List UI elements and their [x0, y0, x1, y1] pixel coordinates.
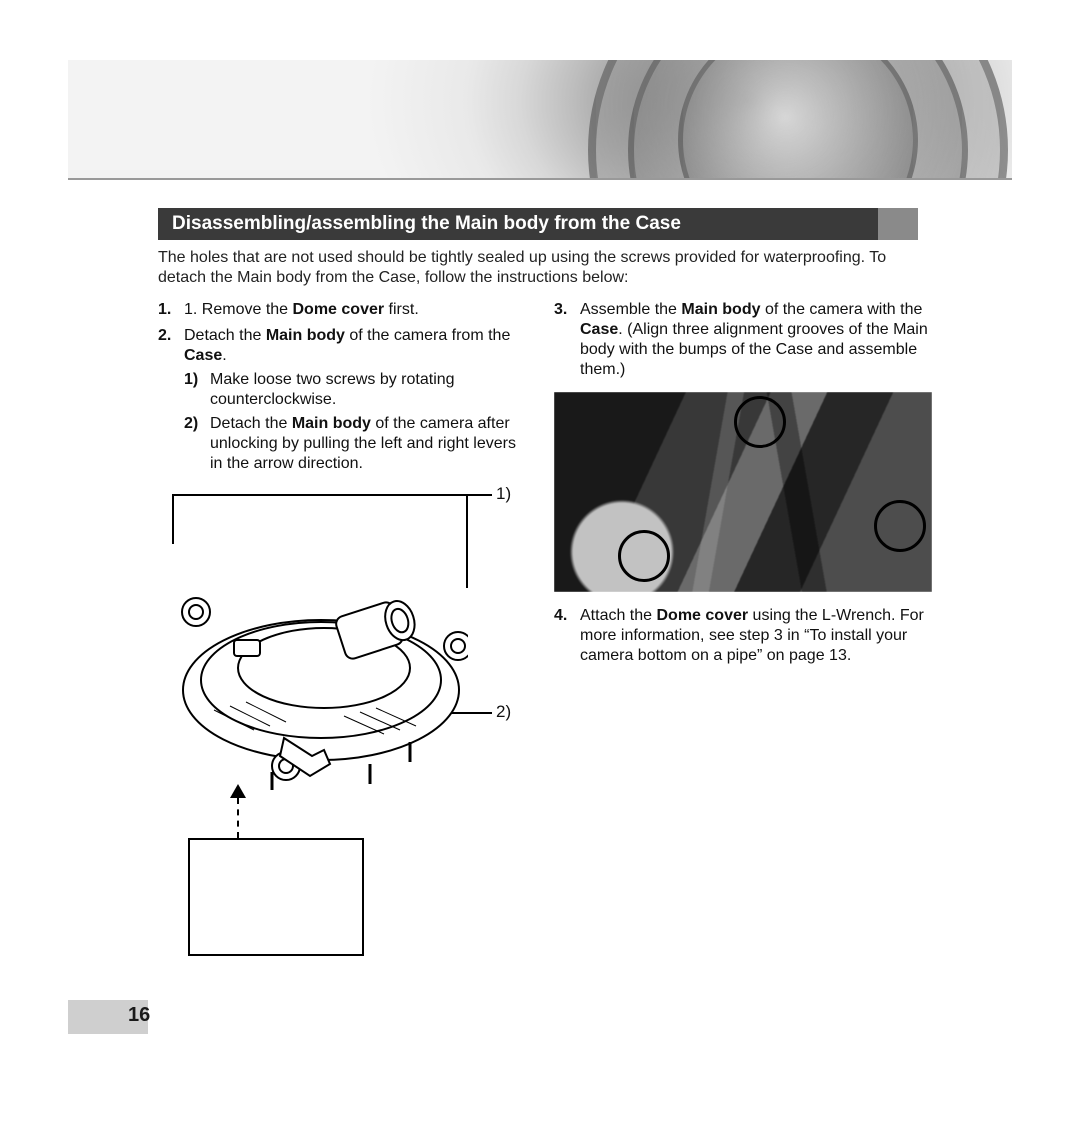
- step-2-sub-1-text: Make loose two screws by rotating counte…: [210, 371, 455, 408]
- callout-2-label: 2): [496, 702, 511, 722]
- callout-1-hline: [172, 494, 468, 496]
- step-1-text-post: first.: [384, 301, 419, 318]
- step-1-bold: Dome cover: [293, 301, 385, 318]
- step-2-bold1: Main body: [266, 327, 345, 344]
- section-heading-text: Disassembling/assembling the Main body f…: [172, 213, 681, 234]
- callout-1-leader: [468, 494, 492, 496]
- step-2-sub-2-bold: Main body: [292, 415, 371, 432]
- step-3-number: 3.: [554, 300, 567, 320]
- step-2-text-mid: of the camera from the: [345, 327, 510, 344]
- figure-left: 1) 2): [158, 484, 528, 974]
- step-2-sub-1-number: 1): [184, 370, 198, 390]
- step-1-text-pre: 1. Remove the: [184, 301, 293, 318]
- step-2: 2. Detach the Main body of the camera fr…: [158, 326, 524, 474]
- step-3-bold2: Case: [580, 321, 618, 338]
- section-heading-tab: [878, 208, 918, 240]
- placeholder-box: [188, 838, 364, 956]
- steps-list-right: 3. Assemble the Main body of the camera …: [554, 300, 932, 380]
- camera-body-svg: [174, 520, 468, 790]
- step-3-mid: of the camera with the: [761, 301, 923, 318]
- alignment-circle-1: [734, 396, 786, 448]
- manual-page: Disassembling/assembling the Main body f…: [0, 0, 1080, 1125]
- step-4-number: 4.: [554, 606, 567, 626]
- step-2-sub-2-pre: Detach the: [210, 415, 292, 432]
- step-2-number: 2.: [158, 326, 171, 346]
- step-3-bold1: Main body: [681, 301, 760, 318]
- step-2-sub-2: 2) Detach the Main body of the camera af…: [184, 414, 524, 474]
- figure-right-photo: [554, 392, 932, 592]
- step-3-post: . (Align three alignment grooves of the …: [580, 321, 928, 378]
- intro-paragraph: The holes that are not used should be ti…: [158, 248, 928, 288]
- step-1-number: 1.: [158, 300, 171, 320]
- step-2-text-post: .: [222, 347, 226, 364]
- step-2-text-pre: Detach the: [184, 327, 266, 344]
- right-column: 3. Assemble the Main body of the camera …: [554, 300, 932, 386]
- step-3-pre: Assemble the: [580, 301, 681, 318]
- alignment-circle-3: [874, 500, 926, 552]
- header-banner-image: [68, 60, 1012, 180]
- alignment-circle-2: [618, 530, 670, 582]
- step-2-sub-1: 1) Make loose two screws by rotating cou…: [184, 370, 524, 410]
- page-number: 16: [128, 1004, 150, 1027]
- step-2-substeps: 1) Make loose two screws by rotating cou…: [184, 370, 524, 474]
- step-4: 4. Attach the Dome cover using the L-Wre…: [554, 606, 932, 666]
- arrow-up-icon: [230, 784, 246, 838]
- step-3: 3. Assemble the Main body of the camera …: [554, 300, 932, 380]
- left-column: 1. 1. Remove the Dome cover first. 2. De…: [158, 300, 524, 480]
- step-2-sub-2-number: 2): [184, 414, 198, 434]
- step-2-bold2: Case: [184, 347, 222, 364]
- callout-1-label: 1): [496, 484, 511, 504]
- camera-body-diagram: [174, 520, 468, 790]
- steps-list-left: 1. 1. Remove the Dome cover first. 2. De…: [158, 300, 524, 474]
- section-heading-bar: Disassembling/assembling the Main body f…: [158, 208, 878, 240]
- step-4-pre: Attach the: [580, 607, 657, 624]
- step-1: 1. 1. Remove the Dome cover first.: [158, 300, 524, 320]
- step-4-bold: Dome cover: [657, 607, 749, 624]
